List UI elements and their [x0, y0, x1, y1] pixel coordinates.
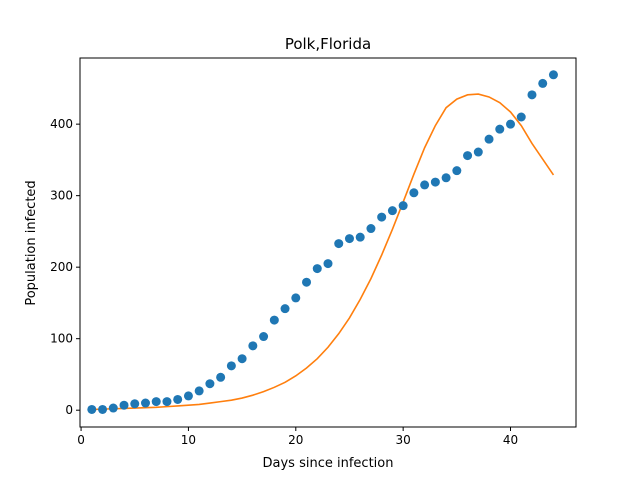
data-point: [291, 293, 301, 303]
data-point: [495, 124, 505, 134]
data-point: [312, 264, 322, 274]
data-point: [205, 379, 215, 389]
data-point: [538, 78, 548, 88]
data-point: [334, 239, 344, 249]
data-point: [506, 119, 516, 129]
data-point: [151, 397, 161, 407]
data-point: [377, 212, 387, 222]
y-tick-label: 100: [50, 332, 73, 346]
fit-line: [91, 93, 555, 411]
x-tick-label: 20: [288, 433, 303, 447]
x-tick-label: 10: [181, 433, 196, 447]
data-point: [409, 188, 419, 198]
x-axis: 0 10 20 30 40: [77, 427, 518, 447]
data-point: [216, 372, 226, 382]
data-point: [527, 90, 537, 100]
data-point: [484, 134, 494, 144]
data-point: [463, 151, 473, 161]
y-tick-label: 0: [65, 403, 73, 417]
y-tick-label: 400: [50, 117, 73, 131]
x-tick-label: 0: [77, 433, 85, 447]
data-point: [248, 341, 258, 351]
axes-frame: [79, 57, 577, 428]
data-point: [387, 206, 397, 216]
data-point: [259, 332, 269, 342]
data-point: [98, 404, 108, 414]
data-point: [302, 277, 312, 287]
data-point: [420, 180, 430, 190]
data-point: [441, 173, 451, 183]
y-tick-label: 200: [50, 260, 73, 274]
data-point: [516, 112, 526, 122]
data-point: [548, 70, 558, 80]
data-point: [130, 399, 140, 409]
data-point: [269, 315, 279, 325]
y-axis-label: Population infected: [24, 180, 39, 305]
x-axis-label: Days since infection: [263, 456, 394, 471]
data-point: [226, 361, 236, 371]
data-point: [344, 234, 354, 244]
y-axis: 0 100 200 300 400: [50, 117, 80, 417]
data-point: [173, 394, 183, 404]
data-point: [140, 398, 150, 408]
plot-area: [87, 70, 558, 414]
data-point: [237, 354, 247, 364]
chart-title: Polk,Florida: [285, 35, 371, 53]
data-point: [398, 201, 408, 211]
data-point: [108, 403, 118, 413]
data-point: [194, 386, 204, 396]
data-point: [162, 397, 172, 407]
data-point: [280, 304, 290, 314]
data-point: [119, 400, 129, 410]
data-point: [430, 177, 440, 187]
data-point: [366, 224, 376, 234]
x-tick-label: 40: [503, 433, 518, 447]
y-tick-label: 300: [50, 189, 73, 203]
data-point: [355, 232, 365, 242]
data-point: [452, 166, 462, 176]
data-point: [473, 147, 483, 157]
x-tick-label: 30: [396, 433, 411, 447]
data-point: [87, 404, 97, 414]
data-point: [323, 259, 333, 269]
data-point: [183, 391, 193, 401]
